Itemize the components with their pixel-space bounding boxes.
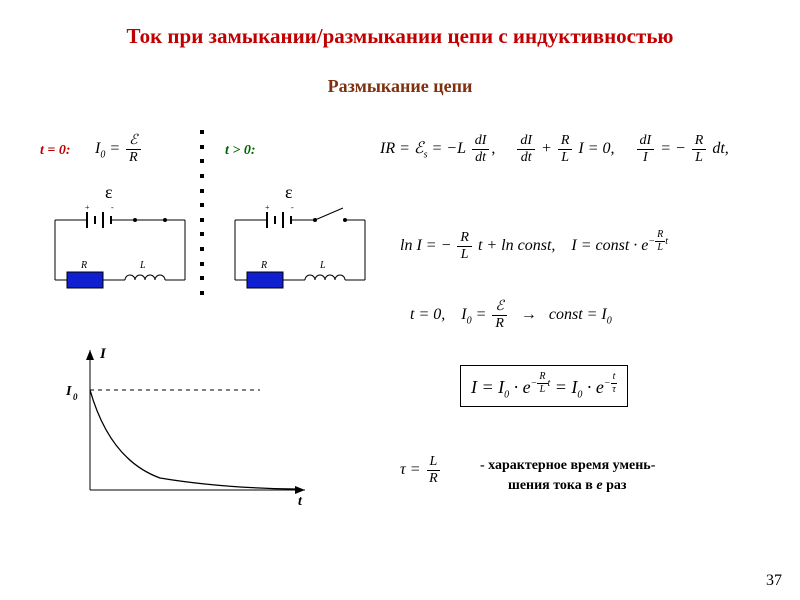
eq-text: ℰ xyxy=(126,134,140,150)
eq-text: 0 xyxy=(100,149,105,160)
eq-text: IR = ℰ xyxy=(380,140,424,157)
eq-text: τ xyxy=(611,384,618,395)
eq-text: I = 0, xyxy=(578,140,614,157)
eq-text: dI xyxy=(637,134,655,150)
vertical-separator xyxy=(200,130,204,295)
eq-row2: ln I = − RL t + ln const, I = const · e−… xyxy=(400,230,668,262)
eq-text: dt xyxy=(517,150,535,165)
R-label: R xyxy=(260,260,267,271)
eq-text: L xyxy=(655,242,665,253)
eq-text: R xyxy=(126,150,140,165)
eq-text: 0 xyxy=(607,315,612,326)
eq-text: const = I xyxy=(549,306,607,323)
eq-row3: t = 0, I0 = ℰR → const = I0 xyxy=(410,300,612,331)
label-t0: t = 0: xyxy=(40,143,71,159)
axis-t-label: t xyxy=(298,494,303,509)
eq-text: L xyxy=(537,384,547,395)
eq-text: I = I xyxy=(471,377,504,397)
eq-text: = I xyxy=(555,377,578,397)
axis-I0-label: I xyxy=(65,384,72,399)
circuit-open: ε + - R L xyxy=(225,200,375,310)
eq-text: R xyxy=(457,231,472,247)
eq-text: t xyxy=(665,236,668,247)
minus-label: - xyxy=(111,203,114,212)
section-subtitle: Размыкание цепи xyxy=(0,76,800,97)
tau-caption-line1: - характерное время умень- xyxy=(480,458,655,474)
eq-text: I xyxy=(637,150,655,165)
eq-text: dI xyxy=(517,134,535,150)
eq-text: L xyxy=(457,247,472,262)
eq-text: ln I = − xyxy=(400,237,451,254)
epsilon-label: ε xyxy=(285,182,293,203)
eq-text: · e xyxy=(582,377,604,397)
eq-text: R xyxy=(427,471,441,486)
minus-label: - xyxy=(291,203,294,212)
circuit-closed: ε + - R L xyxy=(45,200,195,310)
eq-text: R xyxy=(537,372,547,384)
label-tgt0: t > 0: xyxy=(225,143,256,159)
eq-text: dt, xyxy=(712,140,728,157)
eq-text: ℰ xyxy=(492,300,506,316)
eq-text: τ = xyxy=(400,461,421,478)
eq-text: + xyxy=(541,140,556,157)
axis-I0-label: 0 xyxy=(73,392,78,402)
circuit-svg: + - R L xyxy=(225,200,375,300)
eq-text: = − xyxy=(660,140,686,157)
eq-text: R xyxy=(692,134,707,150)
eq-text: t xyxy=(548,378,551,389)
eq-text: = −L xyxy=(432,140,466,157)
eq-text: = xyxy=(472,306,487,323)
decay-graph: I I 0 t xyxy=(60,340,320,515)
eq-text: R xyxy=(492,316,506,331)
eq-text: dI xyxy=(472,134,490,150)
eq-text: L xyxy=(558,150,573,165)
caption-text: раз xyxy=(603,478,627,493)
page-title: Ток при замыкании/размыкании цепи с инду… xyxy=(0,24,800,49)
epsilon-label: ε xyxy=(105,182,113,203)
eq-text: I = const · e xyxy=(571,237,648,254)
caption-text: шения тока в xyxy=(508,478,596,493)
eq-text: t = 0, xyxy=(410,306,445,323)
eq-I0: I0 = ℰR xyxy=(95,134,143,165)
page-number: 37 xyxy=(766,572,782,590)
R-label: R xyxy=(80,260,87,271)
L-label: L xyxy=(139,260,146,271)
arrow-icon: → xyxy=(521,306,537,323)
eq-boxed-result: I = I0 · e−RLt = I0 · e−tτ xyxy=(460,365,628,407)
eq-text: = xyxy=(109,140,120,157)
eq-text: R xyxy=(655,230,665,242)
eq-tau: τ = LR xyxy=(400,455,442,486)
eq-text: · e xyxy=(509,377,531,397)
eq-text: t xyxy=(611,372,618,384)
eq-text: dt xyxy=(472,150,490,165)
eq-text: L xyxy=(692,150,707,165)
axis-I-label: I xyxy=(99,346,107,362)
plus-label: + xyxy=(265,203,270,212)
eq-text: L xyxy=(427,455,441,471)
eq-text: R xyxy=(558,134,573,150)
eq-row1: IR = ℰs = −L dIdt, dIdt + RL I = 0, dII … xyxy=(380,134,729,165)
L-label: L xyxy=(319,260,326,271)
plus-label: + xyxy=(85,203,90,212)
eq-text: s xyxy=(424,149,428,160)
tau-caption-line2: шения тока в е раз xyxy=(508,478,627,494)
eq-text: t + ln const, xyxy=(478,237,555,254)
circuit-svg: + - R L xyxy=(45,200,195,300)
